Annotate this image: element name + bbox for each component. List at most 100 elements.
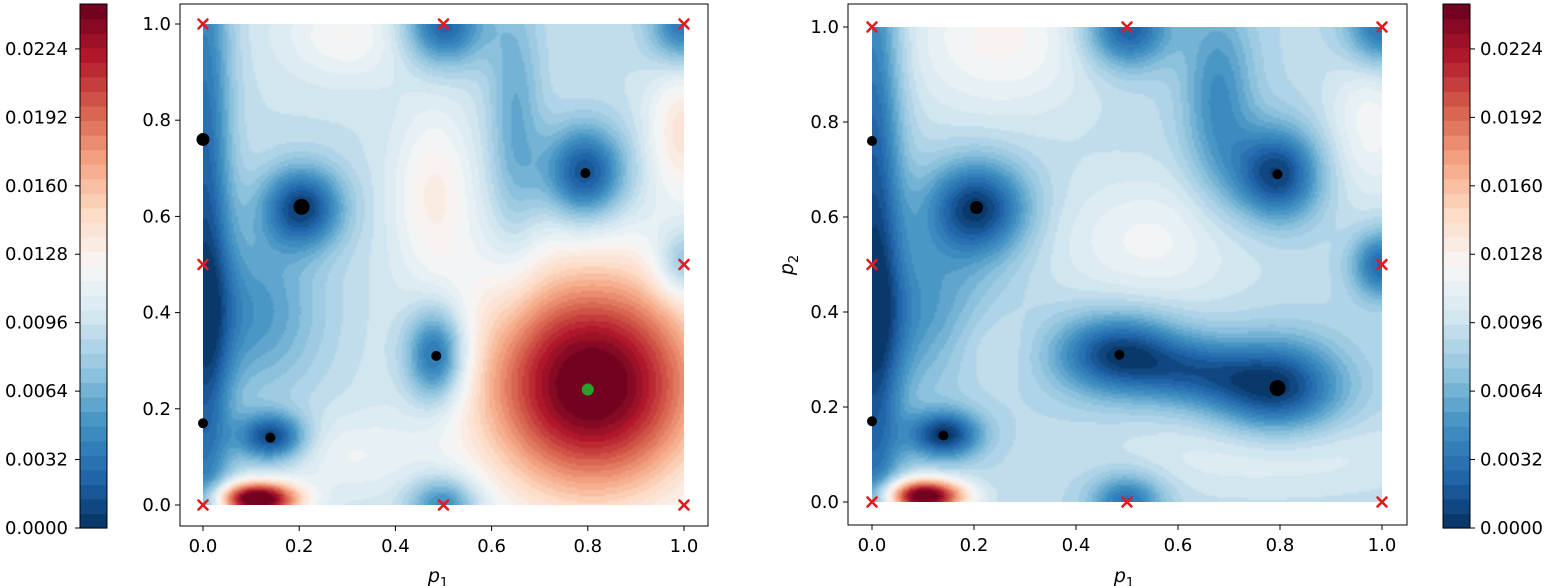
colorbar-level [80, 47, 107, 63]
x-tick-label: 1.0 [670, 536, 699, 557]
sample-x-marker [197, 18, 209, 30]
evaluated-point [1114, 349, 1125, 360]
x-tick-label: 0.4 [381, 536, 410, 557]
x-tick-label: 1.0 [1368, 535, 1397, 556]
evaluated-point [867, 136, 877, 146]
sample-x-marker [437, 499, 450, 511]
x-axis-label-right: p1 [1113, 565, 1134, 586]
sample-x-marker [678, 499, 690, 511]
colorbar-level [80, 338, 107, 354]
y-tick-label: 0.6 [810, 207, 839, 228]
colorbar-level [80, 309, 107, 325]
colorbar-level [1443, 120, 1470, 136]
colorbar-level [80, 120, 107, 136]
sample-x-marker [1376, 258, 1388, 271]
sample-x-marker [1376, 21, 1388, 33]
colorbar-tick-label: 0.0032 [1480, 450, 1543, 471]
y-tick-label: 0.2 [810, 397, 839, 418]
contour-field-left [203, 24, 684, 505]
plot-frame-left [179, 3, 709, 527]
plot-panel-left: 0.0 0.2 0.4 0.6 0.8 1.0 0.0 0.2 0.4 0.6 0.8 1.0 p1 [142, 3, 709, 586]
sample-x-marker [1121, 21, 1133, 33]
colorbar-level [80, 353, 107, 369]
colorbar-level [80, 207, 107, 223]
colorbar-tick-label: 0.0032 [5, 450, 68, 471]
x-axis-label-left: p1 [427, 565, 448, 586]
sample-x-marker [1376, 496, 1388, 508]
plot-frame-right [847, 3, 1408, 526]
colorbar-level [1443, 91, 1470, 107]
x-tick-label: 0.6 [477, 536, 506, 557]
colorbar-level [1443, 222, 1470, 238]
colorbar-level [1443, 193, 1470, 209]
colorbar-level [1443, 18, 1470, 34]
colorbar-tick-label: 0.0096 [1480, 313, 1543, 334]
colorbar-level [80, 426, 107, 442]
colorbar-level [80, 469, 107, 485]
colorbar-tick-label: 0.0224 [1480, 39, 1543, 60]
colorbar-level [1443, 236, 1470, 253]
evaluated-point [196, 132, 210, 146]
x-tick-label: 0.0 [189, 536, 218, 557]
colorbar-tick-label: 0.0000 [5, 518, 68, 539]
evaluated-point [265, 432, 276, 443]
colorbar-level [1443, 105, 1470, 122]
colorbar-level [80, 484, 107, 500]
evaluated-point [293, 198, 310, 215]
colorbar-level [1443, 280, 1470, 296]
x-tick-label: 0.6 [1164, 535, 1193, 556]
colorbar-level [1443, 149, 1470, 165]
axis-ticks-left: 0.0 0.2 0.4 0.6 0.8 1.0 0.0 0.2 0.4 0.6 0.8 1.0 [142, 14, 698, 557]
colorbar-right: 0.0000 0.0032 0.0064 0.0096 0.0128 0.0160 0.01… [1442, 3, 1543, 539]
colorbar-tick-label: 0.0224 [5, 39, 68, 60]
colorbar-level [80, 105, 107, 122]
sample-x-marker [197, 499, 209, 511]
sample-x-marker [866, 496, 878, 508]
evaluated-point [1269, 380, 1286, 396]
colorbar-level [1443, 178, 1470, 194]
colorbar-level [1443, 266, 1470, 282]
colorbar-level [80, 18, 107, 34]
colorbar-level [1443, 498, 1470, 515]
colorbar-level [1443, 47, 1470, 63]
evaluated-point [938, 430, 949, 441]
colorbar-level [1443, 382, 1470, 398]
colorbar-level [80, 295, 107, 311]
y-tick-label: 0.0 [142, 495, 171, 516]
colorbar-level [80, 149, 107, 165]
evaluated-point [970, 201, 984, 214]
colorbar-level [1443, 469, 1470, 485]
evaluated-point [867, 416, 877, 427]
y-tick-label: 0.4 [810, 302, 839, 323]
colorbar-level [80, 397, 107, 413]
colorbar-level [80, 76, 107, 92]
contour-field-right [872, 27, 1382, 502]
best-point [581, 383, 594, 396]
colorbar-level [1443, 135, 1470, 151]
evaluated-point [431, 350, 442, 361]
sample-x-marker [197, 258, 209, 271]
sample-x-marker [678, 258, 690, 271]
colorbar-level [1443, 33, 1470, 49]
colorbar-level [80, 513, 107, 529]
colorbar-level [1443, 513, 1470, 529]
colorbar-level [80, 222, 107, 238]
colorbar-level [80, 280, 107, 296]
colorbar-level [1443, 76, 1470, 92]
x-tick-label: 0.0 [858, 535, 887, 556]
colorbar-tick-label: 0.0128 [5, 244, 68, 265]
colorbar-level [80, 91, 107, 107]
colorbar-level [80, 236, 107, 253]
colorbar-level [80, 251, 107, 267]
colorbar-tick-label: 0.0096 [5, 313, 68, 334]
colorbar-level [1443, 411, 1470, 427]
colorbar-level [80, 324, 107, 340]
colorbar-level [80, 440, 107, 456]
colorbar-level [1443, 164, 1470, 180]
colorbar-level [1443, 207, 1470, 223]
colorbar-level [80, 33, 107, 49]
sample-x-marker [866, 258, 878, 271]
colorbar-tick-label: 0.0000 [1480, 518, 1543, 539]
x-tick-label: 0.2 [960, 535, 989, 556]
